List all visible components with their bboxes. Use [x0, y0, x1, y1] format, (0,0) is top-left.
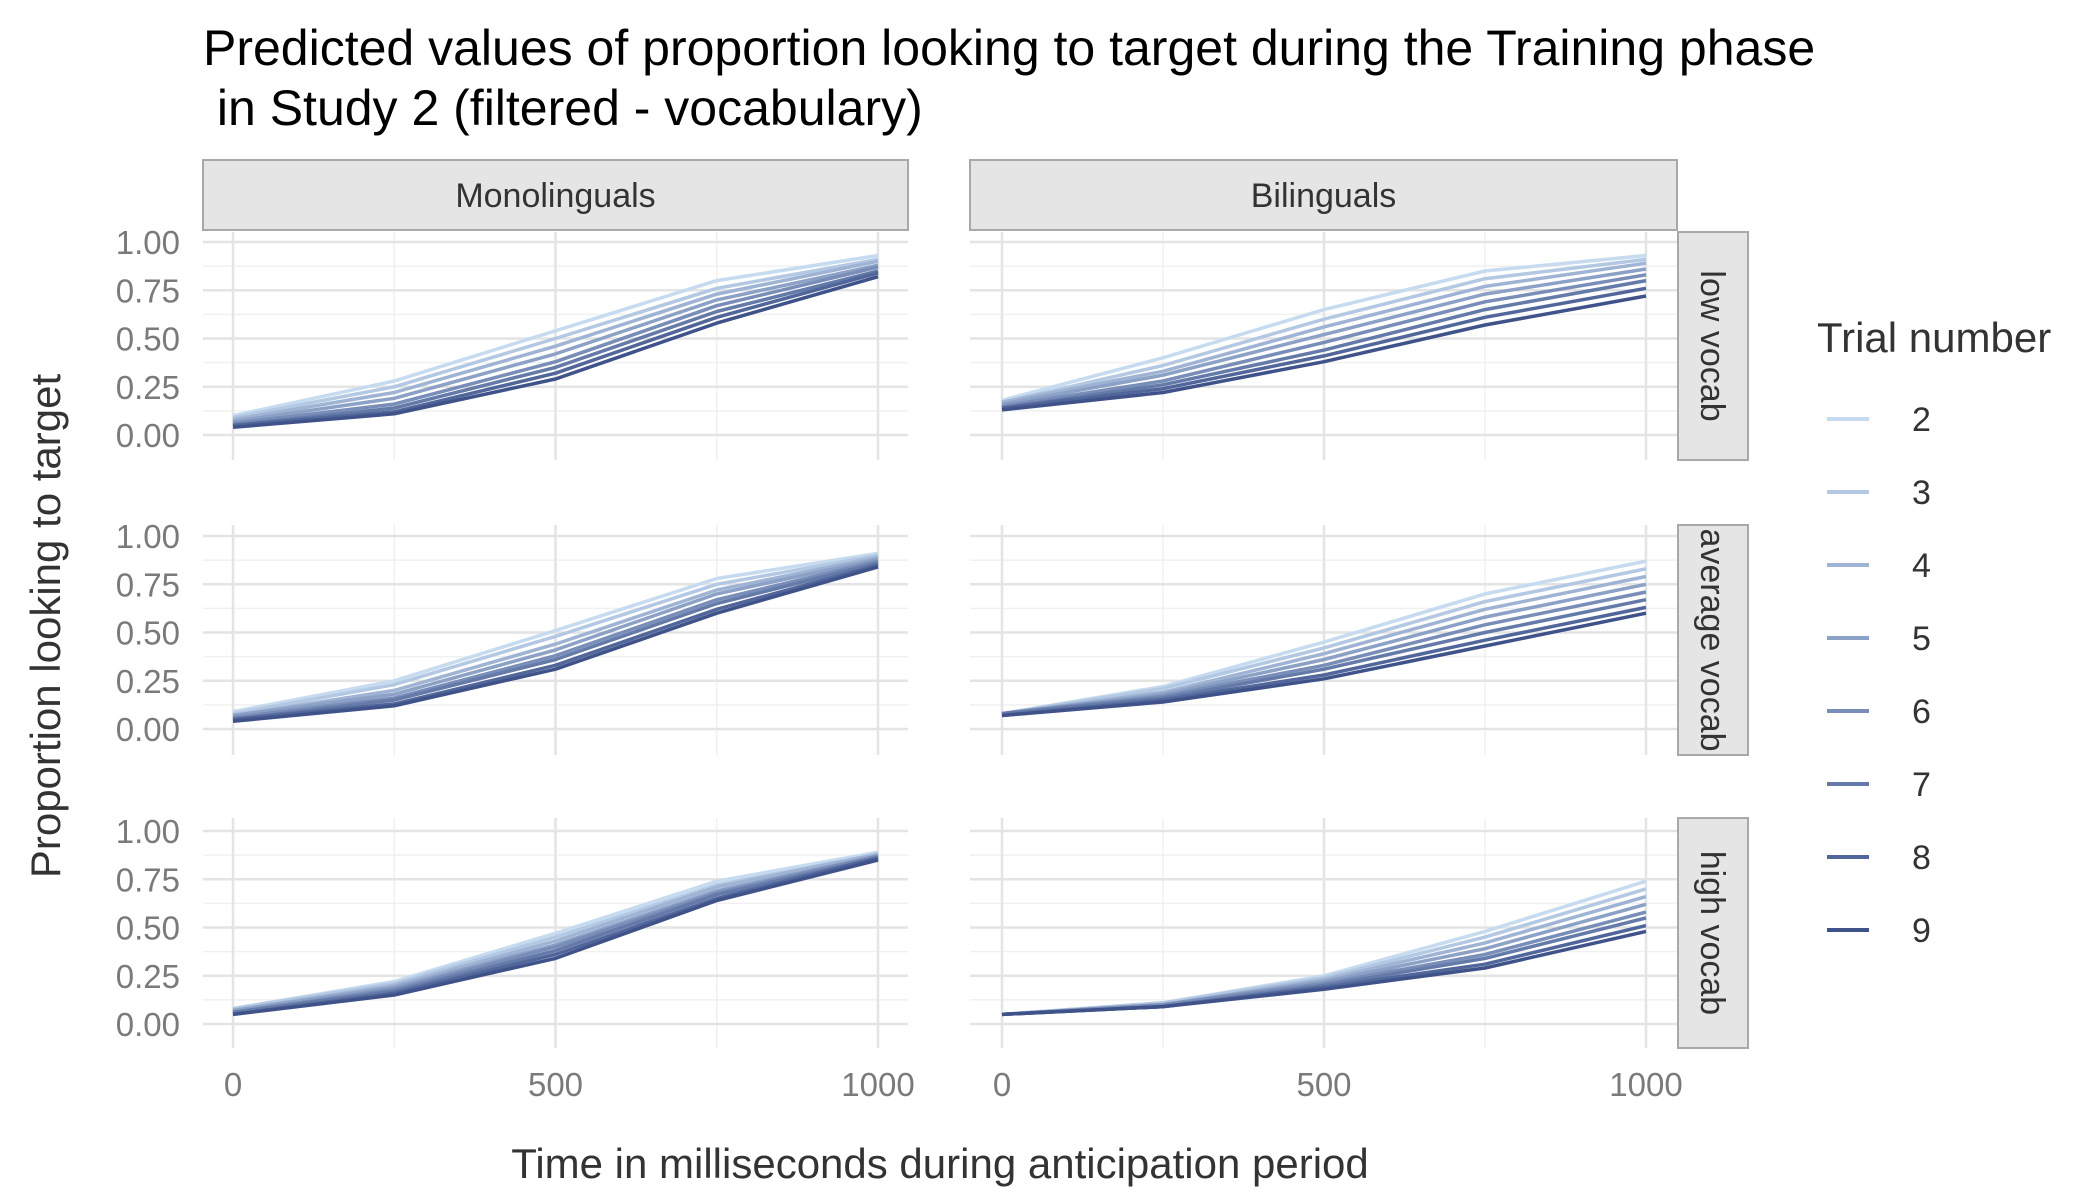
series-line-bilinguals-low-vocab-trial-5 — [1001, 267, 1647, 406]
chart-title: Predicted values of proportion looking t… — [203, 20, 1816, 136]
series-line-monolinguals-low-vocab-trial-3 — [232, 257, 879, 420]
legend-label-trial-6: 6 — [1912, 693, 1931, 731]
series-line-monolinguals-average-vocab-trial-6 — [232, 559, 879, 720]
series-line-monolinguals-low-vocab-trial-7 — [232, 269, 879, 428]
y-tick-label: 0.50 — [116, 910, 180, 947]
facet-strips-layer: Monolinguals Bilinguals low vocab average v… — [202, 159, 1749, 1049]
series-line-monolinguals-low-vocab-trial-5 — [232, 263, 879, 424]
series-line-bilinguals-low-vocab-trial-4 — [1001, 261, 1647, 404]
series-line-monolinguals-average-vocab-trial-8 — [232, 563, 879, 722]
series-line-monolinguals-average-vocab-trial-5 — [232, 557, 879, 718]
y-tick-label: 0.25 — [116, 663, 180, 700]
legend-label-trial-7: 7 — [1912, 766, 1931, 804]
series-line-monolinguals-average-vocab-trial-4 — [232, 555, 879, 718]
legend-title: Trial number — [1817, 314, 2051, 361]
legend-label-trial-4: 4 — [1912, 547, 1931, 585]
strip-label-high-vocab: high vocab — [1693, 851, 1731, 1015]
series-line-bilinguals-high-vocab-trial-9 — [1001, 929, 1647, 1017]
series-line-monolinguals-high-vocab-trial-9 — [232, 858, 879, 1017]
legend-label-trial-2: 2 — [1912, 401, 1931, 439]
strip-low-vocab — [1677, 231, 1749, 461]
series-line-monolinguals-high-vocab-trial-7 — [232, 856, 879, 1015]
series-line-bilinguals-average-vocab-trial-3 — [1001, 567, 1647, 716]
y-tick-label: 1.00 — [116, 224, 180, 261]
strip-high-vocab — [1677, 817, 1749, 1049]
series-line-monolinguals-average-vocab-trial-2 — [232, 551, 879, 714]
strip-average-vocab — [1677, 524, 1749, 756]
strip-monolinguals — [202, 159, 909, 231]
strip-label-bilinguals: Bilinguals — [1251, 177, 1397, 215]
strip-label-monolinguals: Monolinguals — [455, 177, 655, 215]
legend-label-trial-5: 5 — [1912, 620, 1931, 658]
y-tick-label: 0.00 — [116, 711, 180, 748]
series-line-monolinguals-average-vocab-trial-3 — [232, 553, 879, 716]
y-axis-title: Proportion looking to target — [22, 374, 69, 879]
x-tick-label: 0 — [224, 1066, 242, 1103]
series-line-bilinguals-low-vocab-trial-2 — [1001, 253, 1647, 402]
x-tick-label: 1000 — [1609, 1066, 1682, 1103]
strip-label-average-vocab: average vocab — [1693, 528, 1731, 751]
strip-bilinguals — [969, 159, 1678, 231]
y-tick-label: 0.00 — [116, 1006, 180, 1043]
series-line-bilinguals-low-vocab-trial-6 — [1001, 273, 1647, 408]
y-tick-label: 0.50 — [116, 321, 180, 358]
x-tick-label: 0 — [993, 1066, 1011, 1103]
y-tick-label: 0.75 — [116, 272, 180, 309]
strip-label-low-vocab: low vocab — [1693, 270, 1731, 421]
series-line-bilinguals-low-vocab-trial-3 — [1001, 257, 1647, 404]
x-tick-label: 1000 — [841, 1066, 914, 1103]
series-line-monolinguals-low-vocab-trial-8 — [232, 271, 879, 428]
y-tick-label: 0.25 — [116, 369, 180, 406]
legend-label-trial-3: 3 — [1912, 474, 1931, 512]
y-tick-label: 0.75 — [116, 566, 180, 603]
series-lines-layer — [232, 253, 1647, 1017]
series-line-monolinguals-low-vocab-trial-4 — [232, 259, 879, 422]
series-line-bilinguals-low-vocab-trial-8 — [1001, 286, 1647, 410]
legend: Trial number 2 3 4 5 6 7 8 9 — [1817, 314, 2051, 950]
series-line-monolinguals-average-vocab-trial-9 — [232, 565, 879, 724]
series-line-monolinguals-low-vocab-trial-2 — [232, 253, 879, 418]
legend-label-trial-8: 8 — [1912, 839, 1931, 877]
series-line-bilinguals-average-vocab-trial-9 — [1001, 611, 1647, 718]
y-tick-label: 1.00 — [116, 518, 180, 555]
series-line-bilinguals-average-vocab-trial-7 — [1001, 597, 1647, 716]
legend-label-trial-9: 9 — [1912, 912, 1931, 950]
x-tick-label: 500 — [1296, 1066, 1351, 1103]
y-tick-label: 0.00 — [116, 417, 180, 454]
x-tick-label: 500 — [528, 1066, 583, 1103]
series-line-monolinguals-average-vocab-trial-7 — [232, 561, 879, 722]
x-axis-title: Time in milliseconds during anticipation… — [511, 1140, 1369, 1187]
series-line-bilinguals-low-vocab-trial-7 — [1001, 278, 1647, 410]
y-tick-label: 1.00 — [116, 813, 180, 850]
series-line-monolinguals-low-vocab-trial-6 — [232, 265, 879, 426]
tick-labels-layer: 0.00 0.25 0.50 0.75 1.00 0.00 0.25 0.50 0.75 1.00… — [116, 224, 1683, 1103]
series-line-monolinguals-low-vocab-trial-9 — [232, 275, 879, 430]
y-tick-label: 0.50 — [116, 615, 180, 652]
y-tick-label: 0.75 — [116, 861, 180, 898]
y-tick-label: 0.25 — [116, 958, 180, 995]
series-line-bilinguals-low-vocab-trial-9 — [1001, 294, 1647, 412]
